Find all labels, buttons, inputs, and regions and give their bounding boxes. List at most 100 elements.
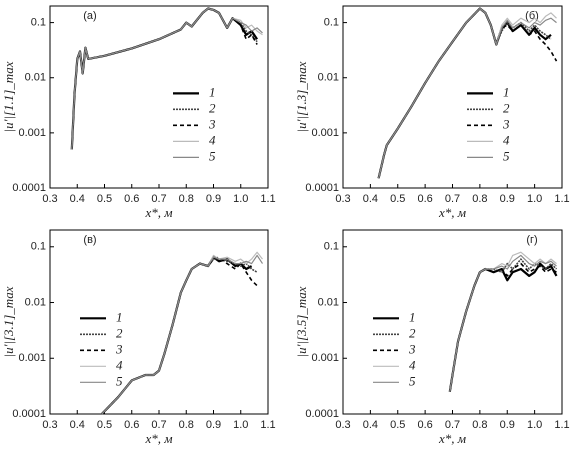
x-tick-label: 1.0 — [527, 193, 542, 205]
y-tick-label: 0.001 — [18, 127, 46, 139]
legend-label: 1 — [503, 84, 510, 99]
x-axis-label: x*, м — [438, 431, 466, 446]
panel: 0.0001 0.001 0.01 0.1 0.3 0.4 0.5 0.6 0.7 0.8 0.9 1… — [1, 5, 276, 220]
y-tick-label: 0.0001 — [305, 182, 339, 194]
x-tick-label: 0.5 — [390, 419, 405, 431]
x-tick-label: 0.5 — [97, 419, 112, 431]
legend-label: 3 — [408, 341, 416, 356]
legend-label: 5 — [409, 373, 416, 388]
series-line — [71, 7, 263, 150]
x-tick-label: 0.8 — [472, 193, 487, 205]
panel-label: (а) — [83, 10, 96, 22]
x-tick-label: 1.0 — [527, 419, 542, 431]
legend-label: 1 — [116, 309, 123, 324]
legend-label: 2 — [209, 100, 216, 115]
y-tick-label: 0.01 — [25, 72, 46, 84]
x-tick-label: 1.0 — [233, 193, 248, 205]
x-tick-label: 0.7 — [151, 193, 166, 205]
series-line — [101, 256, 258, 415]
x-tick-label: 0.7 — [445, 193, 460, 205]
x-tick-label: 0.9 — [500, 193, 515, 205]
x-tick-label: 0.5 — [390, 193, 405, 205]
series-line — [101, 254, 264, 415]
x-tick-label: 1.1 — [260, 419, 275, 431]
x-tick-label: 0.6 — [124, 419, 139, 431]
legend-label: 2 — [409, 325, 416, 340]
x-tick-label: 0.3 — [42, 193, 57, 205]
legend-label: 4 — [503, 132, 510, 147]
y-tick-label: 0.1 — [324, 17, 339, 29]
x-tick-label: 1.0 — [233, 419, 248, 431]
legend-label: 2 — [116, 325, 123, 340]
y-tick-label: 0.001 — [18, 352, 46, 364]
legend-label: 3 — [115, 341, 123, 356]
x-tick-label: 0.6 — [124, 193, 139, 205]
panel-label: (в) — [83, 234, 96, 246]
series-line — [377, 7, 552, 179]
x-tick-label: 0.9 — [206, 419, 221, 431]
x-tick-label: 0.9 — [500, 419, 515, 431]
y-tick-label: 0.0001 — [305, 408, 339, 420]
legend-label: 3 — [208, 116, 216, 131]
legend-label: 3 — [502, 116, 510, 131]
y-tick-label: 0.1 — [324, 241, 339, 253]
series-line — [377, 7, 552, 179]
y-tick-label: 0.1 — [31, 17, 46, 29]
y-axis-label: |u'|[3.5]_max — [294, 286, 309, 357]
x-tick-label: 1.1 — [554, 419, 569, 431]
series-line — [71, 7, 258, 150]
x-tick-label: 0.3 — [335, 193, 350, 205]
y-tick-label: 0.01 — [25, 296, 46, 308]
series-line — [449, 258, 558, 392]
legend-label: 4 — [409, 357, 416, 372]
y-tick-label: 0.001 — [311, 127, 339, 139]
plot-frame — [49, 229, 269, 415]
x-tick-label: 0.8 — [472, 419, 487, 431]
series-line — [448, 262, 558, 392]
legend-label: 5 — [209, 148, 216, 163]
x-tick-label: 0.6 — [417, 419, 432, 431]
series-line — [70, 7, 259, 150]
x-tick-label: 0.6 — [417, 193, 432, 205]
x-tick-label: 0.4 — [70, 193, 85, 205]
y-axis-label: |u'|[1.3]_max — [294, 61, 309, 132]
x-tick-label: 0.9 — [206, 193, 221, 205]
y-tick-label: 0.0001 — [12, 182, 46, 194]
series-line — [449, 262, 557, 392]
series-line — [449, 254, 557, 392]
series-line — [71, 7, 263, 150]
legend-label: 2 — [503, 100, 510, 115]
y-tick-label: 0.1 — [31, 241, 46, 253]
x-tick-label: 0.3 — [42, 419, 57, 431]
legend-label: 5 — [503, 148, 510, 163]
series-line — [101, 251, 263, 415]
y-axis-label: |u'|[3.1]_max — [1, 286, 16, 357]
x-tick-label: 0.8 — [179, 419, 194, 431]
legend-label: 4 — [209, 132, 216, 147]
x-axis-label: x*, м — [144, 205, 172, 220]
series-line — [101, 258, 258, 415]
legend-label: 1 — [209, 84, 216, 99]
x-tick-label: 1.1 — [554, 193, 569, 205]
panel: 0.0001 0.001 0.01 0.1 0.3 0.4 0.5 0.6 0.7 0.8 0.9 1… — [294, 229, 570, 446]
series-line — [71, 7, 258, 150]
x-axis-label: x*, м — [144, 431, 172, 446]
y-tick-label: 0.0001 — [12, 408, 46, 420]
x-tick-label: 0.7 — [445, 419, 460, 431]
x-tick-label: 0.5 — [97, 193, 112, 205]
x-tick-label: 0.3 — [335, 419, 350, 431]
x-axis-label: x*, м — [438, 205, 466, 220]
x-tick-label: 0.7 — [151, 419, 166, 431]
y-tick-label: 0.01 — [318, 296, 339, 308]
x-tick-label: 0.4 — [363, 193, 378, 205]
plot-frame — [49, 5, 269, 189]
x-tick-label: 0.8 — [179, 193, 194, 205]
x-tick-label: 0.4 — [70, 419, 85, 431]
x-tick-label: 1.1 — [260, 193, 275, 205]
y-axis-label: |u'|[1.1]_max — [1, 61, 16, 132]
legend-label: 1 — [409, 309, 416, 324]
series-line — [378, 7, 557, 179]
plot-frame — [342, 229, 563, 415]
panel-label: (г) — [526, 234, 537, 246]
